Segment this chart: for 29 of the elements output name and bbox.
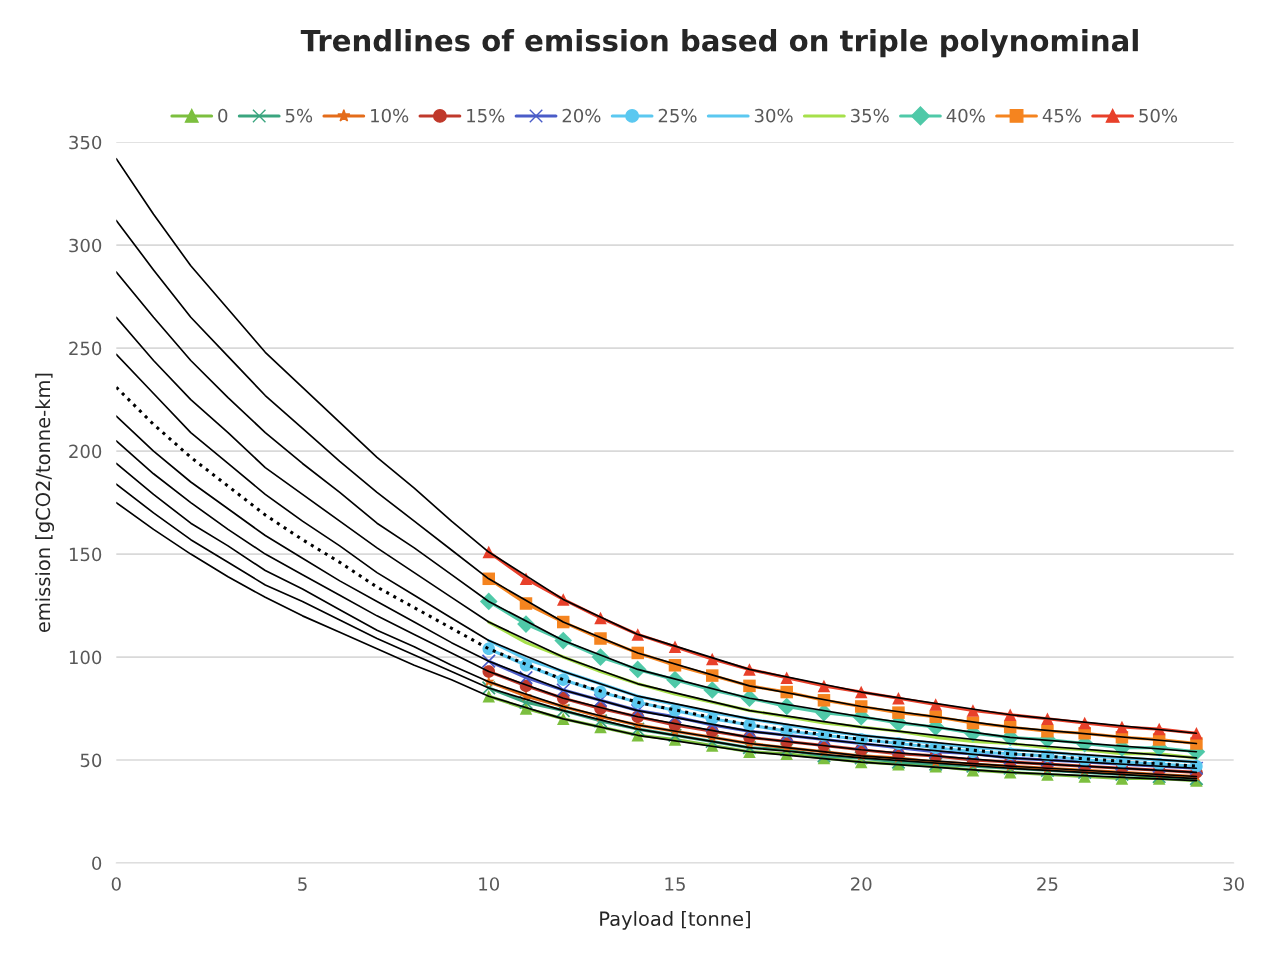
legend-label: 10% bbox=[371, 108, 409, 123]
legend-label: 45% bbox=[1042, 108, 1081, 123]
x-tick-label: 25 bbox=[1037, 877, 1058, 891]
x-tick-label: 0 bbox=[111, 877, 121, 891]
x-tick-label: 30 bbox=[1223, 877, 1244, 891]
y-tick-label: 250 bbox=[69, 341, 102, 356]
y-tick-label: 100 bbox=[69, 650, 102, 665]
x-tick-label: 5 bbox=[298, 877, 307, 891]
legend-label: 15% bbox=[467, 108, 505, 123]
y-tick-label: 350 bbox=[69, 135, 102, 150]
legend-label: 35% bbox=[851, 108, 889, 123]
legend-label: 20% bbox=[562, 108, 601, 123]
legend-label: 50% bbox=[1139, 108, 1178, 123]
legend-label: 25% bbox=[658, 108, 697, 123]
x-axis-title: Payload [tonne] bbox=[600, 911, 750, 930]
legend-label: 5% bbox=[285, 108, 313, 123]
y-axis-title: emission [gCO2/tonne-km] bbox=[35, 373, 55, 633]
legend-label: 40% bbox=[946, 108, 985, 123]
chart-title: Trendlines of emission based on triple polynominal bbox=[300, 29, 1138, 58]
x-tick-label: 15 bbox=[665, 877, 685, 891]
x-tick-label: 10 bbox=[479, 877, 500, 891]
legend-label: 30% bbox=[754, 108, 793, 123]
y-tick-label: 200 bbox=[69, 444, 102, 459]
y-tick-label: 300 bbox=[69, 238, 102, 253]
y-tick-label: 50 bbox=[80, 753, 102, 768]
y-tick-label: 150 bbox=[69, 547, 102, 562]
legend-label: 0 bbox=[218, 108, 228, 123]
y-tick-label: 0 bbox=[92, 856, 102, 871]
x-tick-label: 20 bbox=[851, 877, 872, 891]
